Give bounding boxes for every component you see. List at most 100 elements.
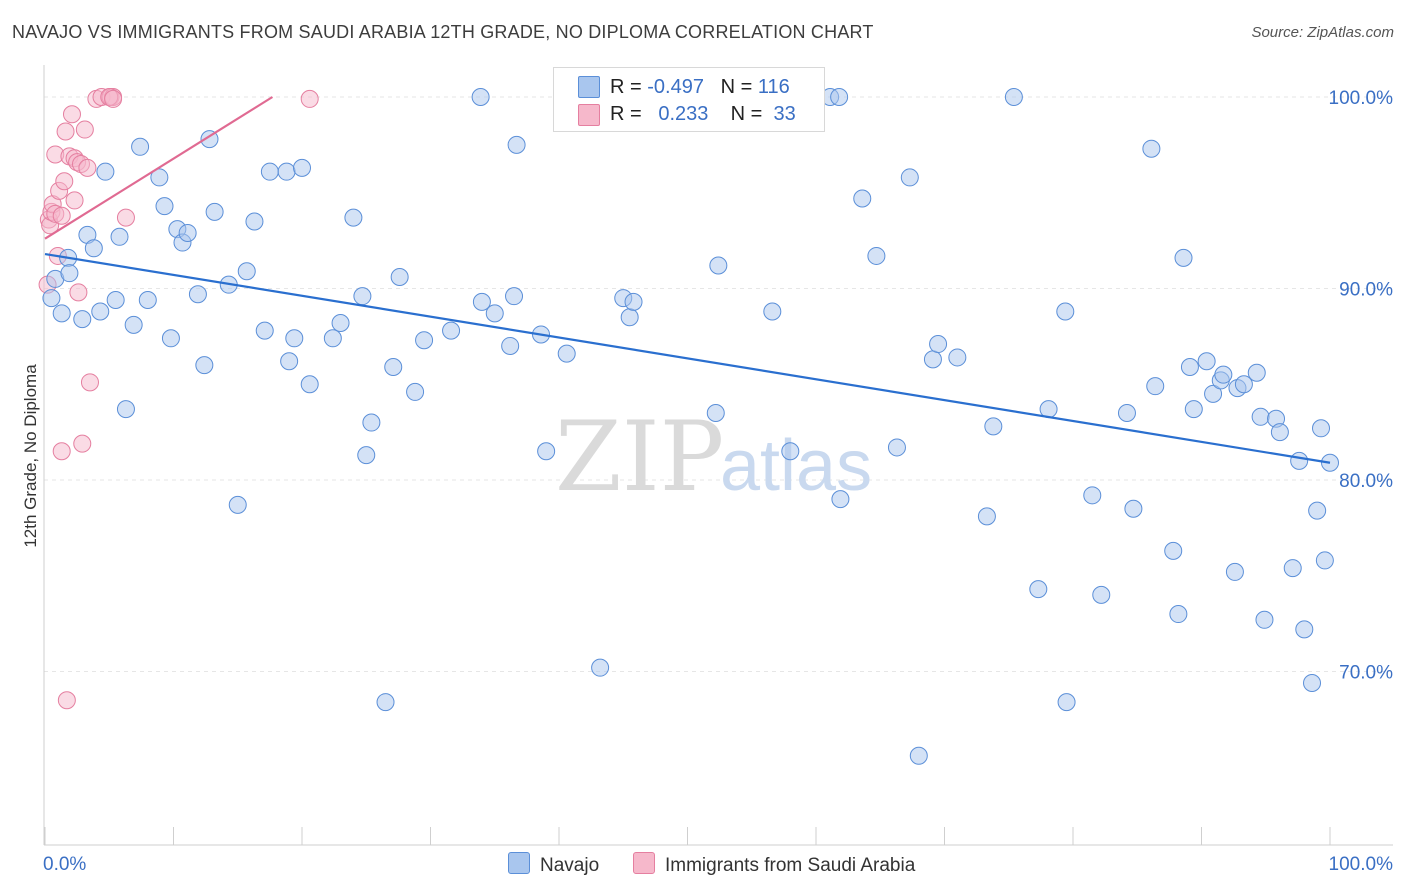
navajo-point	[42, 289, 61, 308]
navajo-point	[1117, 403, 1136, 422]
saudi-point	[300, 89, 319, 108]
navajo-point	[909, 746, 928, 765]
chart-title: NAVAJO VS IMMIGRANTS FROM SAUDI ARABIA 1…	[12, 22, 874, 42]
navajo-point	[624, 292, 643, 311]
navajo-point	[406, 382, 425, 401]
navajo-point	[505, 287, 524, 306]
navajo-point	[706, 403, 725, 422]
navajo-point	[1004, 88, 1023, 106]
navajo-r-label: R =	[610, 76, 642, 98]
y-tick-label: 70.0%	[1339, 663, 1393, 684]
navajo-point	[277, 162, 296, 181]
navajo-point	[390, 268, 409, 287]
navajo-point	[96, 162, 115, 181]
saudi-legend-swatch	[633, 852, 655, 874]
navajo-point	[150, 168, 169, 187]
navajo-point	[200, 130, 219, 149]
navajo-point	[300, 375, 319, 394]
navajo-point	[376, 693, 395, 712]
legend-item-navajo: Navajo	[508, 852, 599, 877]
navajo-point	[384, 358, 403, 377]
source-credit: Source: ZipAtlas.com	[1251, 24, 1394, 41]
axes	[43, 65, 1393, 846]
navajo-point	[323, 329, 342, 348]
saudi-point	[62, 105, 81, 124]
saudi-point	[65, 191, 84, 210]
navajo-point	[471, 88, 490, 106]
navajo-point	[1270, 423, 1289, 442]
axis-labels: 100.0% 90.0% 80.0% 70.0% 0.0% 100.0% 12th Grad…	[21, 88, 1393, 875]
navajo-point	[591, 658, 610, 677]
navajo-point	[1247, 363, 1266, 382]
navajo-point	[485, 304, 504, 323]
saudi-r-label: R =	[610, 103, 642, 125]
navajo-point	[1180, 358, 1199, 377]
navajo-point	[1184, 400, 1203, 419]
navajo-point	[830, 88, 849, 106]
navajo-n-label: N =	[720, 76, 753, 98]
navajo-point	[442, 321, 461, 340]
y-axis-title: 12th Grade, No Diploma	[21, 364, 40, 548]
navajo-swatch	[578, 76, 600, 98]
navajo-point	[84, 239, 103, 258]
navajo-point	[161, 329, 180, 348]
navajo-point	[472, 292, 491, 311]
saudi-n-value: 33	[773, 103, 796, 125]
navajo-point	[1204, 384, 1223, 403]
navajo-point	[357, 446, 376, 465]
navajo-point	[116, 400, 135, 419]
navajo-point	[205, 202, 224, 221]
navajo-point	[155, 197, 174, 216]
navajo-point	[260, 162, 279, 181]
navajo-point	[293, 158, 311, 177]
navajo-point	[285, 329, 304, 348]
navajo-trend-line	[44, 252, 1331, 464]
navajo-point	[557, 344, 576, 363]
navajo-point	[1029, 580, 1048, 599]
navajo-point	[1164, 541, 1183, 560]
navajo-point	[853, 189, 872, 208]
watermark: ZIP atlas	[555, 401, 872, 513]
navajo-point	[52, 304, 71, 323]
y-tick-label: 100.0%	[1329, 88, 1394, 109]
navajo-point	[1197, 352, 1216, 371]
navajo-point	[1142, 139, 1161, 158]
saudi-swatch	[578, 104, 600, 126]
navajo-point	[280, 352, 299, 371]
saudi-point	[57, 691, 76, 710]
navajo-point	[977, 507, 996, 526]
navajo-point	[781, 442, 800, 461]
saudi-point	[73, 434, 92, 453]
navajo-point	[831, 490, 850, 509]
navajo-point	[1290, 451, 1309, 470]
navajo-r-value: -0.497	[647, 76, 704, 98]
navajo-point	[501, 336, 520, 355]
navajo-point	[110, 227, 129, 246]
saudi-point	[52, 206, 71, 225]
y-tick-label: 90.0%	[1339, 280, 1393, 301]
navajo-point	[1315, 551, 1334, 570]
navajo-point	[131, 137, 150, 156]
grid-lines	[44, 96, 1393, 672]
navajo-point	[237, 262, 256, 281]
navajo-point	[887, 438, 906, 457]
navajo-point	[1083, 486, 1102, 505]
navajo-point	[331, 313, 350, 332]
saudi-point	[55, 172, 74, 191]
navajo-point	[344, 208, 363, 227]
navajo-point	[948, 348, 967, 367]
navajo-legend-swatch	[508, 852, 530, 874]
navajo-point	[91, 302, 110, 321]
navajo-point	[537, 442, 556, 461]
saudi-r-value: 0.233	[658, 103, 709, 125]
navajo-point	[138, 290, 157, 309]
navajo-point	[1146, 377, 1165, 396]
navajo-point	[60, 264, 79, 283]
navajo-point	[1124, 499, 1143, 518]
saudi-point	[56, 122, 75, 141]
saudi-point	[116, 208, 135, 227]
saudi-legend-label: Immigrants from Saudi Arabia	[665, 855, 916, 876]
watermark-atlas: atlas	[720, 426, 872, 506]
navajo-point	[195, 356, 214, 375]
